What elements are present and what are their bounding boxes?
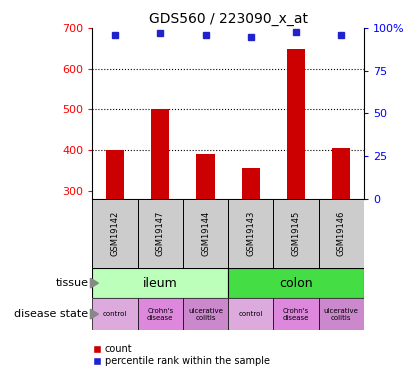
Polygon shape: [90, 309, 99, 319]
Bar: [242, 168, 260, 199]
Text: tissue: tissue: [55, 278, 88, 288]
Bar: [183, 199, 228, 268]
Bar: [228, 298, 273, 330]
Text: ileum: ileum: [143, 277, 178, 290]
Text: disease state: disease state: [14, 309, 88, 319]
Bar: [273, 199, 319, 268]
Text: GSM19145: GSM19145: [291, 211, 300, 256]
Bar: [92, 268, 228, 298]
Text: GSM19147: GSM19147: [156, 211, 165, 256]
Bar: [332, 148, 350, 199]
Bar: [151, 110, 169, 199]
Text: GSM19146: GSM19146: [337, 211, 346, 256]
Bar: [228, 268, 364, 298]
Text: GSM19143: GSM19143: [246, 211, 255, 256]
Bar: [92, 298, 138, 330]
Bar: [138, 199, 183, 268]
Bar: [228, 199, 273, 268]
Bar: [319, 298, 364, 330]
Text: colon: colon: [279, 277, 313, 290]
Bar: [106, 150, 124, 199]
Bar: [287, 49, 305, 199]
Text: control: control: [238, 311, 263, 317]
Legend: count, percentile rank within the sample: count, percentile rank within the sample: [93, 345, 270, 366]
Text: control: control: [103, 311, 127, 317]
Polygon shape: [90, 278, 99, 288]
Text: ulcerative
colitis: ulcerative colitis: [324, 308, 358, 321]
Text: ulcerative
colitis: ulcerative colitis: [188, 308, 223, 321]
Text: Crohn's
disease: Crohn's disease: [283, 308, 309, 321]
Bar: [138, 298, 183, 330]
Bar: [196, 154, 215, 199]
Bar: [183, 298, 228, 330]
Text: GSM19142: GSM19142: [111, 211, 120, 256]
Title: GDS560 / 223090_x_at: GDS560 / 223090_x_at: [149, 12, 307, 26]
Text: Crohn's
disease: Crohn's disease: [147, 308, 173, 321]
Bar: [92, 199, 138, 268]
Text: GSM19144: GSM19144: [201, 211, 210, 256]
Bar: [319, 199, 364, 268]
Bar: [273, 298, 319, 330]
